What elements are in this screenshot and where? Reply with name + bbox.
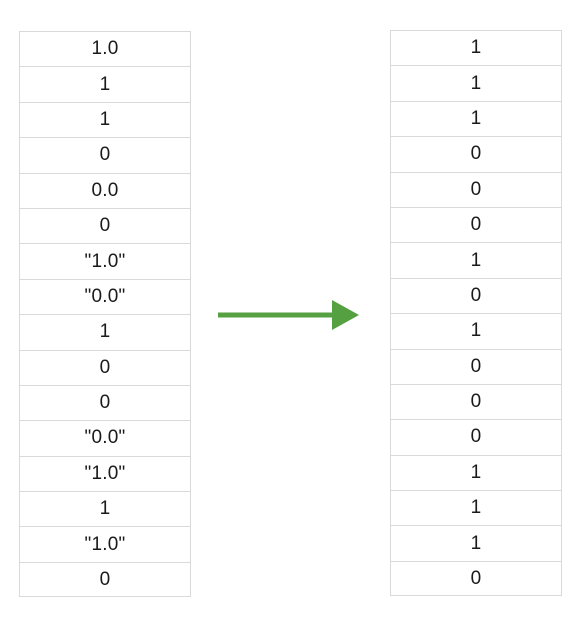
output-cell[interactable]: 1 bbox=[391, 65, 561, 100]
input-cell[interactable]: 1 bbox=[20, 101, 190, 137]
output-cell[interactable]: 1 bbox=[391, 490, 561, 525]
input-cell[interactable]: "1.0" bbox=[20, 243, 190, 278]
output-cell[interactable]: 0 bbox=[391, 419, 561, 454]
input-cell[interactable]: 0 bbox=[20, 207, 190, 243]
output-cell[interactable]: 1 bbox=[391, 30, 561, 65]
input-cell[interactable]: "1.0" bbox=[20, 526, 190, 561]
input-cell[interactable]: 0 bbox=[20, 137, 190, 172]
input-cell[interactable]: 0 bbox=[20, 561, 190, 598]
output-cell[interactable]: 0 bbox=[391, 171, 561, 207]
output-cell[interactable]: 0 bbox=[391, 348, 561, 384]
input-cell[interactable]: "1.0" bbox=[20, 455, 190, 491]
input-column: 1.0 1 1 0 0.0 0 "1.0" "0.0" 1 0 0 "0.0" … bbox=[19, 31, 191, 598]
right-arrow-icon bbox=[218, 300, 359, 330]
input-cell[interactable]: 1 bbox=[20, 314, 190, 349]
output-column: 1 1 1 0 0 0 1 0 1 0 0 0 1 1 1 0 bbox=[390, 30, 562, 597]
output-cell[interactable]: 1 bbox=[391, 454, 561, 490]
input-cell[interactable]: "0.0" bbox=[20, 278, 190, 314]
input-cell[interactable]: 0.0 bbox=[20, 172, 190, 208]
input-cell[interactable]: 0 bbox=[20, 384, 190, 420]
output-cell[interactable]: 1 bbox=[391, 100, 561, 136]
input-cell[interactable]: 1.0 bbox=[20, 31, 190, 66]
input-cell[interactable]: "0.0" bbox=[20, 420, 190, 455]
output-cell[interactable]: 1 bbox=[391, 313, 561, 348]
output-cell[interactable]: 1 bbox=[391, 525, 561, 560]
output-cell[interactable]: 1 bbox=[391, 242, 561, 277]
output-cell[interactable]: 0 bbox=[391, 206, 561, 242]
output-cell[interactable]: 0 bbox=[391, 277, 561, 313]
output-cell[interactable]: 0 bbox=[391, 560, 561, 597]
input-cell[interactable]: 0 bbox=[20, 349, 190, 385]
input-cell[interactable]: 1 bbox=[20, 491, 190, 526]
output-cell[interactable]: 0 bbox=[391, 383, 561, 419]
output-cell[interactable]: 0 bbox=[391, 136, 561, 171]
input-cell[interactable]: 1 bbox=[20, 66, 190, 101]
